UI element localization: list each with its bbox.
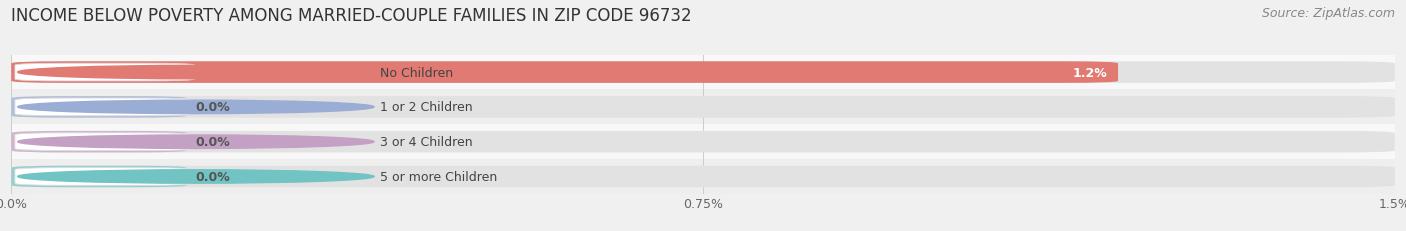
Text: 1 or 2 Children: 1 or 2 Children <box>380 101 472 114</box>
Text: 3 or 4 Children: 3 or 4 Children <box>380 136 472 149</box>
FancyBboxPatch shape <box>11 62 1395 83</box>
Circle shape <box>18 101 374 114</box>
FancyBboxPatch shape <box>11 159 1395 194</box>
Circle shape <box>18 170 374 183</box>
FancyBboxPatch shape <box>11 55 1395 90</box>
FancyBboxPatch shape <box>11 90 1395 125</box>
FancyBboxPatch shape <box>11 131 1395 153</box>
Text: INCOME BELOW POVERTY AMONG MARRIED-COUPLE FAMILIES IN ZIP CODE 96732: INCOME BELOW POVERTY AMONG MARRIED-COUPL… <box>11 7 692 25</box>
FancyBboxPatch shape <box>11 97 1395 118</box>
FancyBboxPatch shape <box>15 99 195 116</box>
Text: No Children: No Children <box>380 66 453 79</box>
FancyBboxPatch shape <box>11 97 187 118</box>
FancyBboxPatch shape <box>15 168 195 185</box>
FancyBboxPatch shape <box>11 166 187 187</box>
FancyBboxPatch shape <box>15 133 195 151</box>
Text: 5 or more Children: 5 or more Children <box>380 170 496 183</box>
Text: 0.0%: 0.0% <box>195 101 231 114</box>
Text: Source: ZipAtlas.com: Source: ZipAtlas.com <box>1261 7 1395 20</box>
Text: 0.0%: 0.0% <box>195 170 231 183</box>
FancyBboxPatch shape <box>15 64 195 82</box>
Circle shape <box>18 66 374 79</box>
FancyBboxPatch shape <box>11 166 1395 187</box>
FancyBboxPatch shape <box>11 125 1395 159</box>
Text: 1.2%: 1.2% <box>1073 66 1107 79</box>
Circle shape <box>18 135 374 149</box>
FancyBboxPatch shape <box>11 131 187 153</box>
Text: 0.0%: 0.0% <box>195 136 231 149</box>
FancyBboxPatch shape <box>11 62 1118 83</box>
